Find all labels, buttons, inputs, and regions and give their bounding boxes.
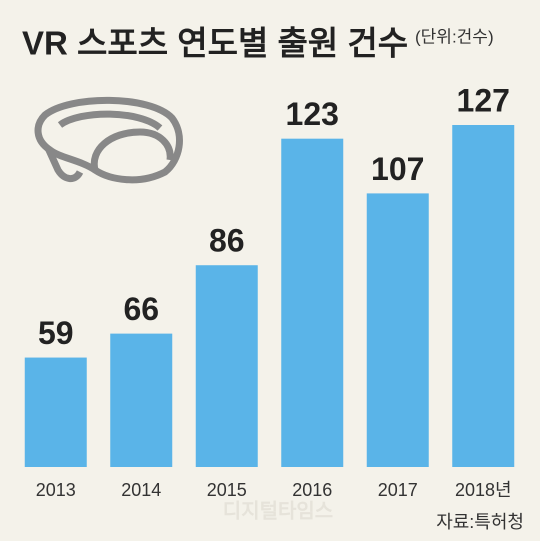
bar — [24, 357, 87, 467]
bar — [110, 333, 173, 467]
x-tick-label: 2013 — [36, 480, 76, 500]
x-tick-label: 2017 — [378, 480, 418, 500]
chart-title: VR 스포츠 연도별 출원 건수 — [22, 25, 408, 62]
watermark: 디지털타임스 — [223, 499, 333, 522]
source: 자료:특허청 — [436, 512, 524, 532]
bar — [195, 265, 258, 467]
value-label: 59 — [38, 315, 74, 351]
bar — [281, 138, 344, 467]
vr-headset-icon — [34, 96, 183, 184]
x-tick-label: 2016 — [292, 480, 332, 500]
value-label: 86 — [209, 223, 245, 259]
value-label: 123 — [286, 96, 339, 132]
bar — [452, 125, 515, 467]
bar — [366, 193, 429, 467]
x-tick-label: 2018년 — [455, 480, 512, 500]
x-tick-label: 2015 — [207, 480, 247, 500]
value-label: 107 — [371, 151, 424, 187]
x-tick-label: 2014 — [121, 480, 161, 500]
value-label: 66 — [123, 291, 159, 327]
value-label: 127 — [457, 82, 510, 118]
chart-subtitle: (단위:건수) — [415, 27, 494, 46]
